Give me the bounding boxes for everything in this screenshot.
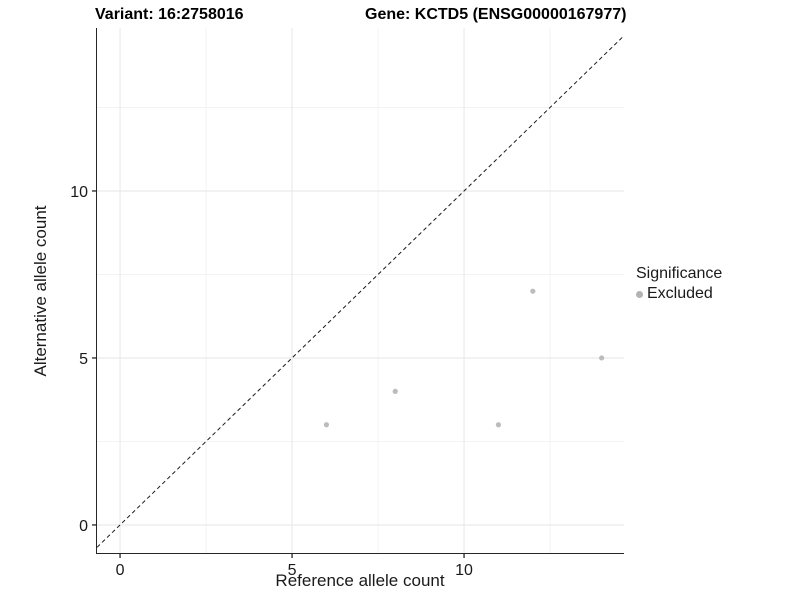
legend: Significance Excluded — [636, 265, 722, 303]
plot-title-gene: Gene: KCTD5 (ENSG00000167977) — [365, 6, 627, 23]
legend-title: Significance — [636, 265, 723, 282]
plot-canvas: 0 5 10 0 5 10 — [70, 28, 625, 579]
y-tick-label: 10 — [70, 184, 88, 201]
legend-point-icon — [636, 290, 643, 298]
data-point — [323, 422, 330, 428]
data-point — [392, 388, 398, 394]
y-axis-title: Alternative allele count — [31, 205, 50, 377]
legend-item-label: Excluded — [647, 285, 713, 302]
identity-reference-line — [96, 35, 625, 548]
x-axis-title: Reference allele count — [275, 571, 445, 590]
x-tick-label: 5 — [288, 562, 297, 579]
legend-item-excluded: Excluded — [636, 285, 722, 303]
data-point — [530, 288, 536, 294]
plot-title-variant: Variant: 16:2758016 — [95, 6, 244, 23]
y-tick-label: 5 — [79, 351, 88, 368]
y-tick-label: 0 — [79, 518, 88, 535]
data-point — [599, 355, 605, 361]
plot-panel: 0 5 10 0 5 10 — [70, 28, 625, 579]
data-point — [495, 422, 502, 428]
x-tick-label: 0 — [116, 562, 125, 579]
x-tick-label: 10 — [455, 562, 473, 579]
